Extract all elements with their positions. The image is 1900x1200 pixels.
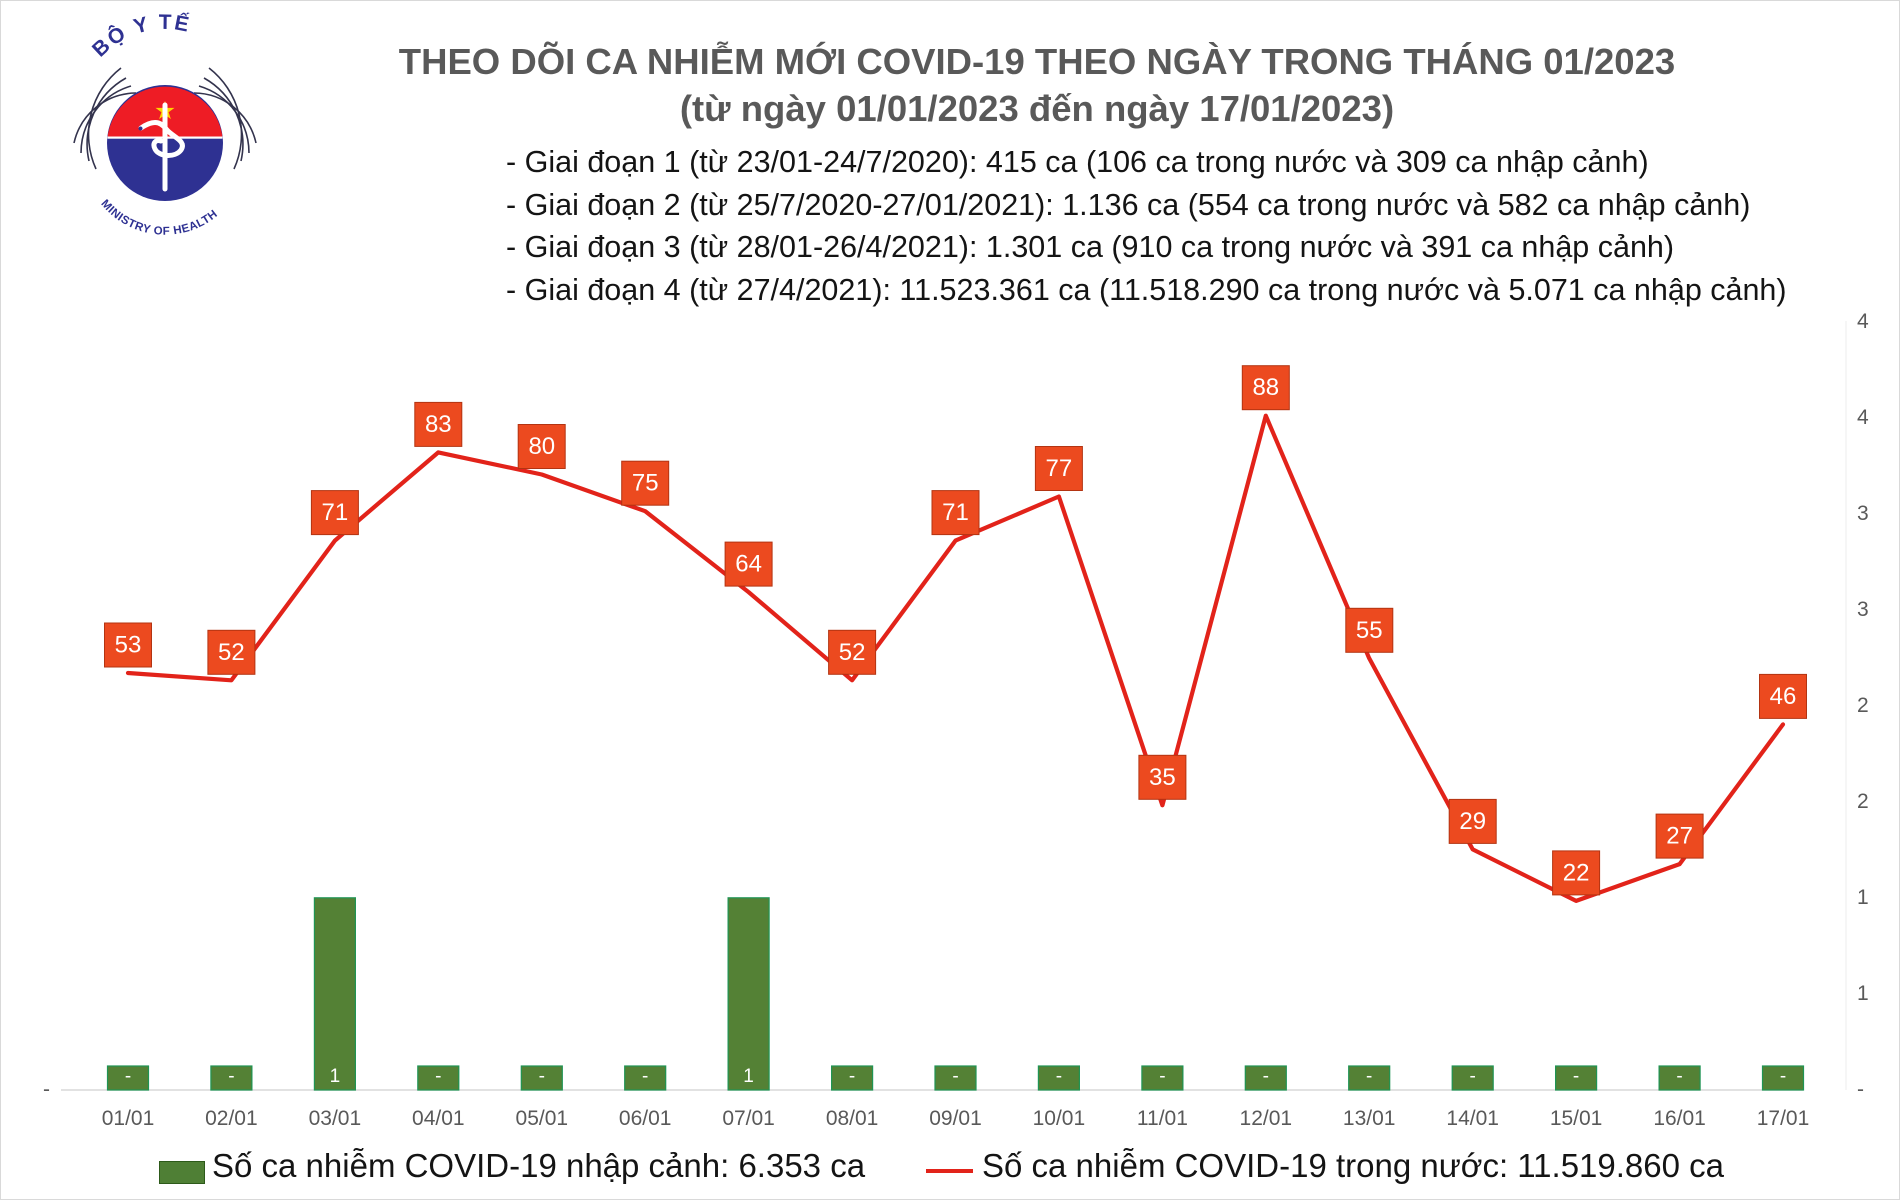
svg-text:3: 3 [1857, 502, 1869, 525]
svg-text:55: 55 [1356, 617, 1383, 644]
svg-text:04/01: 04/01 [412, 1107, 465, 1130]
svg-text:64: 64 [735, 551, 762, 578]
svg-text:-: - [228, 1066, 234, 1087]
svg-text:17/01: 17/01 [1757, 1107, 1810, 1130]
svg-text:02/01: 02/01 [205, 1107, 258, 1130]
svg-text:08/01: 08/01 [826, 1107, 879, 1130]
svg-text:-: - [1263, 1066, 1269, 1087]
svg-text:1: 1 [330, 1066, 341, 1087]
svg-text:3: 3 [1857, 598, 1869, 621]
svg-text:-: - [1573, 1066, 1579, 1087]
svg-text:14/01: 14/01 [1446, 1107, 1499, 1130]
svg-text:-: - [952, 1066, 958, 1087]
svg-text:1: 1 [1857, 982, 1869, 1005]
svg-text:03/01: 03/01 [309, 1107, 362, 1130]
svg-text:1: 1 [743, 1066, 754, 1087]
svg-text:2: 2 [1857, 790, 1869, 813]
svg-text:52: 52 [839, 639, 866, 666]
svg-text:83: 83 [425, 411, 452, 438]
svg-text:-: - [435, 1066, 441, 1087]
svg-text:-: - [1056, 1066, 1062, 1087]
svg-text:53: 53 [115, 632, 142, 659]
svg-text:05/01: 05/01 [516, 1107, 569, 1130]
svg-text:16/01: 16/01 [1653, 1107, 1706, 1130]
svg-text:4: 4 [1857, 310, 1869, 333]
svg-text:2: 2 [1857, 694, 1869, 717]
svg-text:10/01: 10/01 [1033, 1107, 1086, 1130]
svg-text:71: 71 [322, 499, 349, 526]
svg-text:4: 4 [1857, 406, 1869, 429]
svg-text:29: 29 [1459, 808, 1486, 835]
svg-text:09/01: 09/01 [929, 1107, 982, 1130]
svg-text:06/01: 06/01 [619, 1107, 672, 1130]
svg-text:35: 35 [1149, 764, 1176, 791]
svg-text:-: - [1470, 1066, 1476, 1087]
svg-text:80: 80 [528, 433, 555, 460]
svg-text:88: 88 [1252, 374, 1279, 401]
svg-text:1: 1 [1857, 886, 1869, 909]
svg-text:-: - [125, 1066, 131, 1087]
svg-text:46: 46 [1770, 683, 1797, 710]
svg-text:-: - [1676, 1066, 1682, 1087]
svg-text:-: - [642, 1066, 648, 1087]
svg-text:01/01: 01/01 [102, 1107, 155, 1130]
svg-text:71: 71 [942, 499, 969, 526]
svg-text:-: - [849, 1066, 855, 1087]
svg-text:-: - [539, 1066, 545, 1087]
svg-text:27: 27 [1666, 823, 1693, 850]
svg-text:22: 22 [1563, 859, 1590, 886]
svg-text:12/01: 12/01 [1240, 1107, 1293, 1130]
svg-text:13/01: 13/01 [1343, 1107, 1396, 1130]
svg-text:77: 77 [1046, 455, 1073, 482]
svg-text:-: - [1366, 1066, 1372, 1087]
svg-text:-: - [43, 1078, 50, 1101]
svg-text:-: - [1780, 1066, 1786, 1087]
svg-text:11/01: 11/01 [1137, 1107, 1188, 1130]
svg-text:07/01: 07/01 [722, 1107, 775, 1130]
svg-text:-: - [1159, 1066, 1165, 1087]
svg-text:15/01: 15/01 [1550, 1107, 1603, 1130]
svg-text:75: 75 [632, 470, 659, 497]
svg-text:52: 52 [218, 639, 245, 666]
svg-text:-: - [1857, 1078, 1864, 1101]
